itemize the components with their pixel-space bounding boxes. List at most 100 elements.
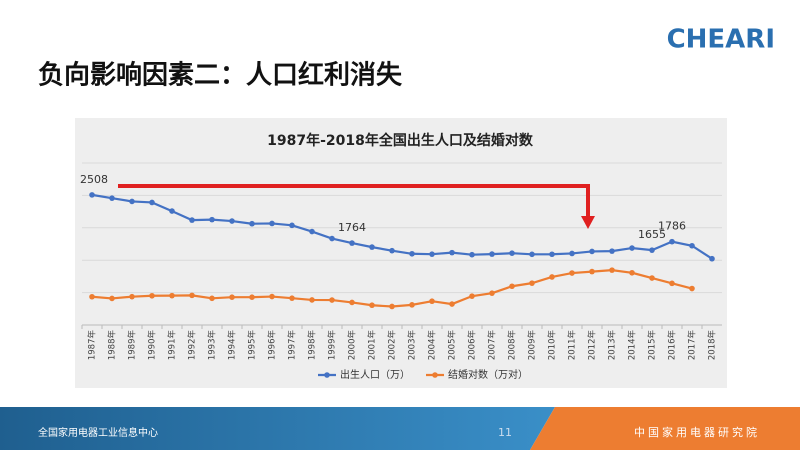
data-point xyxy=(509,250,515,257)
data-point xyxy=(189,217,195,223)
x-tick-label: 1990年 xyxy=(147,330,158,361)
data-point xyxy=(429,251,435,257)
data-point xyxy=(569,270,575,276)
legend-marker xyxy=(324,372,330,378)
data-point xyxy=(189,292,195,299)
arrow-line xyxy=(118,184,590,218)
data-point xyxy=(529,251,535,258)
data-point xyxy=(129,293,135,300)
footer-orange xyxy=(530,407,800,450)
x-tick-label: 2003年 xyxy=(407,330,418,361)
data-point xyxy=(389,247,395,254)
data-point xyxy=(89,293,95,300)
x-tick-label: 1996年 xyxy=(267,330,278,361)
data-point xyxy=(449,249,455,256)
data-point xyxy=(669,280,675,287)
x-tick-label: 2002年 xyxy=(387,330,398,361)
data-point xyxy=(569,250,575,257)
x-tick-label: 1999年 xyxy=(327,330,338,361)
data-point xyxy=(689,242,695,249)
x-tick-label: 2015年 xyxy=(647,330,658,361)
legend-marker xyxy=(432,372,438,378)
data-point xyxy=(169,292,175,299)
x-tick-label: 1998年 xyxy=(307,330,318,361)
data-point xyxy=(509,283,515,290)
data-point xyxy=(669,238,675,245)
data-point xyxy=(649,247,655,253)
data-point xyxy=(549,274,555,280)
data-point xyxy=(209,216,215,223)
data-point xyxy=(309,297,315,303)
data-point xyxy=(89,192,95,198)
legend-label: 结婚对数（万对） xyxy=(448,368,528,381)
data-point xyxy=(689,285,695,292)
x-tick-label: 1993年 xyxy=(207,330,218,361)
data-point xyxy=(289,222,295,229)
logo: CHEARI xyxy=(667,25,775,55)
data-point xyxy=(629,245,635,251)
data-point xyxy=(609,248,615,254)
data-point xyxy=(489,290,495,296)
x-tick-label: 1992年 xyxy=(187,330,198,361)
x-tick-label: 1995年 xyxy=(247,330,258,361)
data-point xyxy=(469,293,475,299)
data-point xyxy=(229,218,235,224)
footer-blue xyxy=(0,407,555,450)
slide-title: 负向影响因素二：人口红利消失 xyxy=(38,60,403,91)
x-tick-label: 2000年 xyxy=(347,330,358,361)
data-point xyxy=(449,301,455,307)
data-point xyxy=(169,208,175,214)
data-point xyxy=(529,280,535,286)
x-tick-label: 2008年 xyxy=(507,330,518,361)
data-point xyxy=(549,251,555,258)
x-tick-label: 1997年 xyxy=(287,330,298,361)
data-point xyxy=(249,294,255,301)
x-tick-label: 2011年 xyxy=(567,330,578,361)
data-point xyxy=(289,295,295,301)
chart-title: 1987年-2018年全国出生人口及结婚对数 xyxy=(267,132,534,149)
x-tick-label: 2004年 xyxy=(427,330,438,361)
data-point xyxy=(309,228,315,235)
annotation-arrow xyxy=(118,184,595,229)
x-tick-label: 2010年 xyxy=(547,330,558,361)
data-point xyxy=(209,295,215,302)
data-label: 2508 xyxy=(80,173,108,186)
x-tick-label: 2007年 xyxy=(487,330,498,361)
arrow-head xyxy=(581,216,595,229)
x-tick-label: 1989年 xyxy=(127,330,138,361)
data-point xyxy=(489,251,495,257)
data-point xyxy=(369,244,375,250)
data-point xyxy=(229,294,235,301)
data-point xyxy=(349,299,355,306)
data-point xyxy=(589,268,595,275)
x-tick-label: 2016年 xyxy=(667,330,678,361)
data-point xyxy=(709,255,715,262)
series-line xyxy=(91,193,713,260)
data-point xyxy=(369,302,375,309)
data-point xyxy=(269,220,275,227)
footer-right: 中国家用电器研究院 xyxy=(634,425,760,439)
data-point xyxy=(329,297,335,303)
data-point xyxy=(109,195,115,201)
x-tick-label: 2009年 xyxy=(527,330,538,361)
data-point xyxy=(469,251,475,258)
data-point xyxy=(589,248,595,255)
data-point xyxy=(109,295,115,302)
x-tick-label: 1991年 xyxy=(167,330,178,361)
x-tick-label: 2017年 xyxy=(687,330,698,361)
x-tick-label: 2012年 xyxy=(587,330,598,361)
data-point xyxy=(349,240,355,246)
data-point xyxy=(429,298,435,305)
data-point xyxy=(389,303,395,310)
x-tick-label: 2018年 xyxy=(707,330,718,361)
page-number: 11 xyxy=(498,426,512,439)
x-tick-label: 2005年 xyxy=(447,330,458,361)
data-label: 1764 xyxy=(338,221,366,234)
x-tick-label: 2006年 xyxy=(467,330,478,361)
footer-left: 全国家用电器工业信息中心 xyxy=(38,426,158,439)
data-point xyxy=(649,275,655,281)
data-point xyxy=(249,220,255,227)
data-label: 1655 xyxy=(638,228,666,241)
x-tick-label: 1988年 xyxy=(107,330,118,361)
